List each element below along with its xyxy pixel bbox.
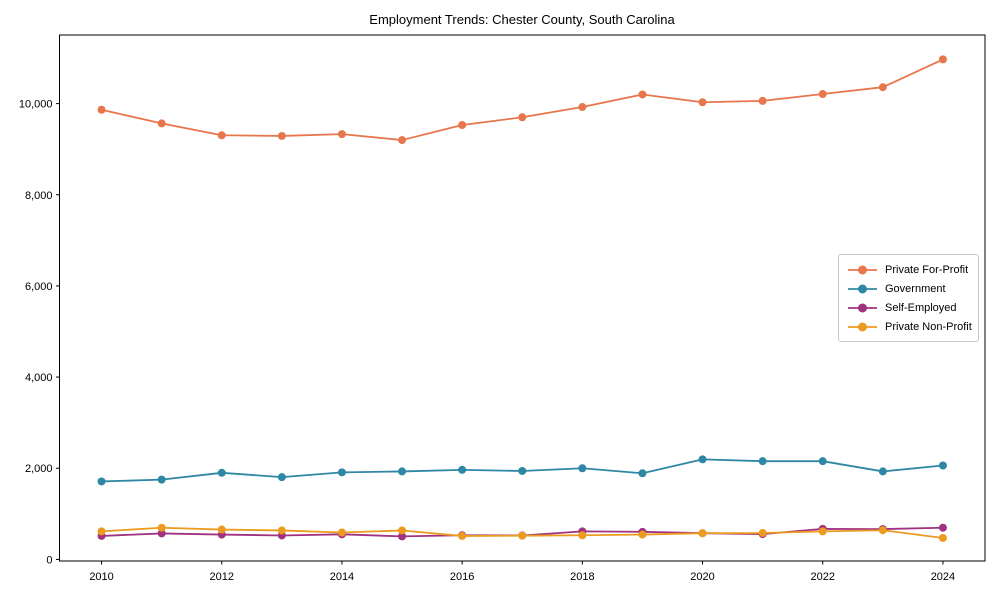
data-point-government [818,457,827,466]
data-point-private-non-profit [578,531,587,540]
legend-marker-icon [848,284,877,294]
data-point-private-non-profit [878,526,887,535]
data-point-private-for-profit [818,90,827,99]
y-tick-label: 6,000 [25,281,53,293]
data-point-government [518,466,527,475]
x-tick-label: 2020 [690,571,714,583]
y-tick-label: 10,000 [19,99,53,111]
data-point-government [217,468,226,477]
data-point-government [458,465,467,474]
legend-marker-icon [848,303,877,313]
data-point-private-for-profit [337,130,346,139]
data-point-private-for-profit [638,90,647,99]
data-point-government [698,455,707,464]
data-point-government [157,475,166,484]
data-point-private-for-profit [518,113,527,122]
data-point-private-non-profit [458,531,467,540]
data-point-private-for-profit [758,96,767,105]
legend-entry-government: Government [847,279,970,298]
legend: Private For-Profit Government Self-Employe… [838,254,979,342]
legend-entry-private-non-profit: Private Non-Profit [847,318,972,337]
data-point-self-employed [398,532,407,541]
x-tick-label: 2016 [450,571,474,583]
y-tick-label: 8,000 [25,190,53,202]
data-point-private-for-profit [698,98,707,107]
legend-label: Private For-Profit [885,263,969,276]
legend-entry-self-employed: Self-Employed [847,299,970,318]
data-point-private-non-profit [97,527,106,536]
legend-label: Government [885,282,946,295]
x-tick-label: 2012 [210,571,234,583]
data-point-private-for-profit [578,103,587,112]
data-point-private-non-profit [217,525,226,534]
data-point-private-for-profit [938,55,947,64]
data-point-government [337,468,346,477]
data-point-private-for-profit [217,131,226,140]
data-point-private-non-profit [337,528,346,537]
data-point-government [878,467,887,476]
data-point-private-for-profit [277,131,286,140]
legend-marker-icon [848,322,877,332]
x-tick-label: 2022 [810,571,834,583]
data-point-government [638,469,647,478]
data-point-government [97,477,106,486]
legend-entry-private-for-profit: Private For-Profit [847,260,970,279]
data-point-private-for-profit [97,105,106,114]
chart-title: Employment Trends: Chester County, South… [369,12,675,27]
data-point-government [578,464,587,473]
legend-label: Private Non-Profit [885,321,972,334]
data-point-private-non-profit [818,527,827,536]
data-point-private-non-profit [157,523,166,532]
data-point-private-for-profit [878,83,887,92]
x-tick-label: 2010 [89,571,113,583]
data-point-private-for-profit [458,121,467,130]
data-point-self-employed [157,529,166,538]
data-point-government [938,461,947,470]
data-point-private-non-profit [398,526,407,535]
data-point-private-non-profit [638,530,647,539]
x-tick-label: 2018 [570,571,594,583]
data-point-government [758,457,767,466]
data-point-government [277,473,286,482]
legend-marker-icon [848,265,877,275]
data-point-private-for-profit [157,119,166,128]
data-point-private-non-profit [518,531,527,540]
data-point-private-non-profit [277,526,286,535]
x-tick-label: 2014 [330,571,354,583]
legend-label: Self-Employed [885,302,957,315]
y-tick-label: 2,000 [25,463,53,475]
x-tick-label: 2024 [931,571,955,583]
data-point-government [398,467,407,476]
data-point-private-for-profit [398,136,407,145]
data-point-private-non-profit [758,528,767,537]
y-tick-label: 4,000 [25,372,53,384]
plot-area [59,34,986,562]
data-point-self-employed [938,523,947,532]
data-point-private-non-profit [938,533,947,542]
data-point-private-non-profit [698,529,707,538]
y-tick-label: 0 [46,554,52,566]
series-line-private-for-profit [100,58,944,141]
